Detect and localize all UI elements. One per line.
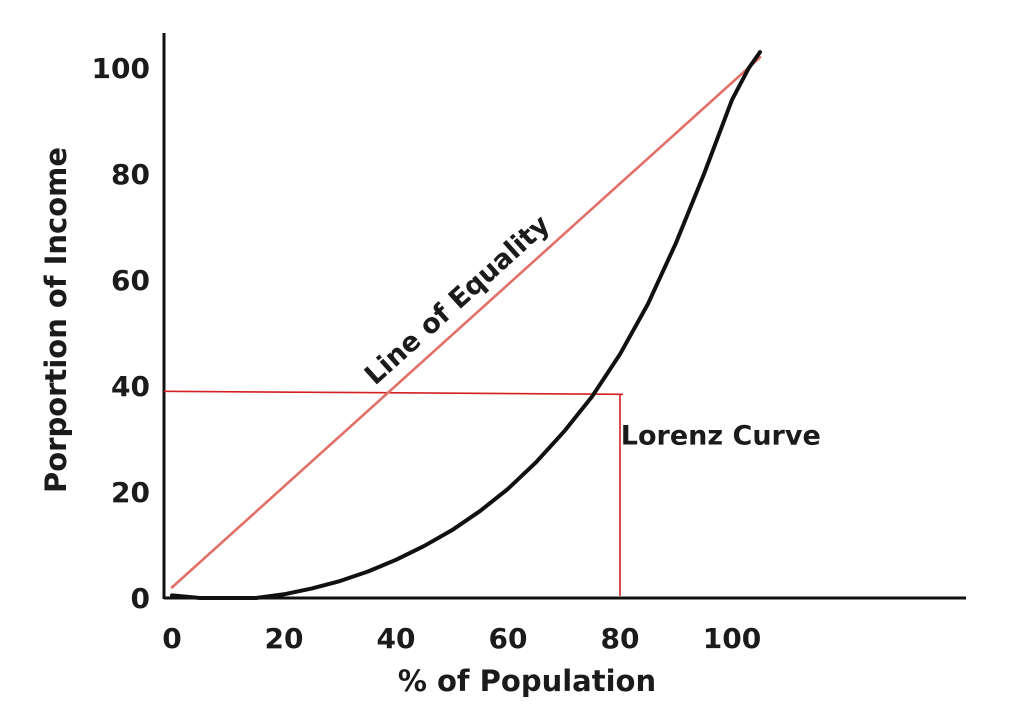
lorenz-curve-label: Lorenz Curve [621,420,821,451]
x-tick-label: 20 [265,622,304,655]
x-tick-label: 40 [377,622,416,655]
annotations: Line of Equality Lorenz Curve [359,209,821,451]
lorenz-curve [170,50,762,600]
axes [162,33,966,600]
x-axis-title: % of Population [398,664,656,698]
y-tick-label: 0 [131,582,150,615]
y-tick-label: 100 [92,52,150,85]
line-of-equality [170,56,762,589]
series-layer [170,50,762,600]
x-tick-label: 60 [489,622,528,655]
y-tick-label: 80 [111,158,150,191]
y-tick-label: 40 [111,370,150,403]
reference-lines [163,390,624,596]
x-tick-label: 0 [162,622,181,655]
reference-line-horizontal [163,390,624,396]
y-tick-label: 20 [111,476,150,509]
y-tick-label: 60 [111,264,150,297]
tick-labels: 0 20 40 60 80 100 0 20 40 60 80 100 [92,52,762,655]
line-of-equality-label: Line of Equality [359,209,556,391]
y-axis-title: Porportion of Income [39,147,73,493]
x-tick-label: 100 [703,622,761,655]
x-tick-label: 80 [601,622,640,655]
